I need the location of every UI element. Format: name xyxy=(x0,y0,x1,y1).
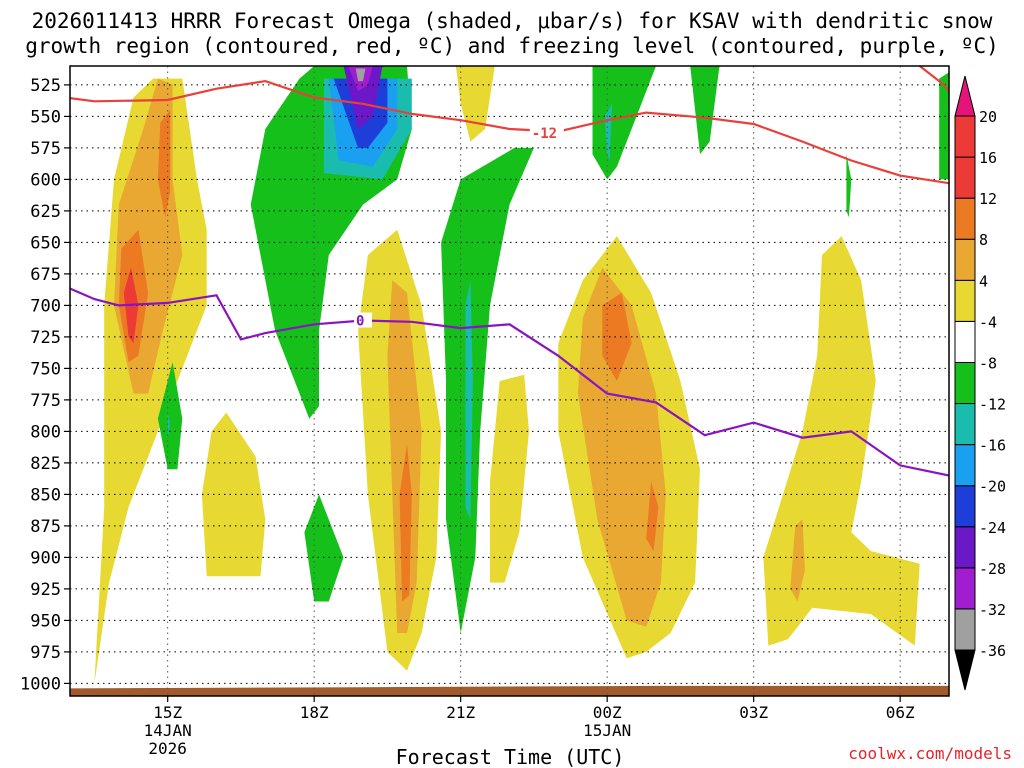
y-tick-label-750: 750 xyxy=(30,359,61,379)
x-tick-label-03Z: 03Z xyxy=(739,703,768,722)
omega-region-22-level--8 xyxy=(157,362,183,470)
omega-region-24-level--8 xyxy=(846,154,852,218)
colorbar-box-11 xyxy=(954,156,976,199)
ground-surface xyxy=(70,685,949,696)
colorbar-label--8: -8 xyxy=(979,354,997,372)
colorbar-box-1 xyxy=(954,567,976,610)
omega-region-5-level-4 xyxy=(201,412,266,577)
colorbar-label-20: 20 xyxy=(979,108,997,126)
colorbar-label--4: -4 xyxy=(979,313,997,331)
colorbar-label--16: -16 xyxy=(979,437,1006,455)
y-tick-label-1000: 1000 xyxy=(20,674,61,694)
x-axis-title: Forecast Time (UTC) xyxy=(396,745,625,768)
x-tick-label-18Z: 18Z xyxy=(300,703,329,722)
omega-region-28-level--12 xyxy=(604,103,613,161)
omega-region-8-level-12 xyxy=(399,444,412,602)
colorbar-label--24: -24 xyxy=(979,519,1006,537)
omega-region-32-level--24 xyxy=(343,66,383,129)
omega-region-19-level--8 xyxy=(441,147,534,633)
y-tick-label-775: 775 xyxy=(30,391,61,411)
omega-region-21-level--8 xyxy=(690,66,720,155)
colorbar-box-5 xyxy=(954,403,976,446)
ground-strip xyxy=(70,685,949,696)
colorbar-legend: -36 -32 -28 -24 -20 -16 -12 -8 -4 4 8 12 16 20 xyxy=(954,75,1006,691)
colorbar-box-12 xyxy=(954,115,976,158)
colorbar-label-4: 4 xyxy=(979,272,988,290)
colorbar-box-4 xyxy=(954,444,976,487)
colorbar-box-7 xyxy=(954,320,976,363)
omega-region-12-level-8 xyxy=(577,267,666,627)
omega-region-10-level-4 xyxy=(490,374,529,583)
omega-region-16-level-8 xyxy=(790,519,805,602)
omega-region-14-level-12 xyxy=(646,481,659,552)
omega-region-27-level--12 xyxy=(465,280,473,520)
colorbar-label--12: -12 xyxy=(979,396,1006,414)
contour-label-0: -12 xyxy=(532,126,557,142)
x-tick-sublabel-00Z-0: 15JAN xyxy=(583,721,631,740)
omega-shaded-regions xyxy=(94,66,949,684)
y-tick-label-525: 525 xyxy=(30,76,61,96)
y-tick-label-875: 875 xyxy=(30,517,61,537)
y-tick-label-975: 975 xyxy=(30,643,61,663)
colorbar-label--36: -36 xyxy=(979,642,1006,660)
x-tick-sublabel-15Z-1: 2026 xyxy=(148,739,187,758)
y-tick-label-950: 950 xyxy=(30,611,61,631)
contour-label-bg-2 xyxy=(354,312,372,328)
contour-label-bg-0 xyxy=(529,124,564,140)
y-tick-label-575: 575 xyxy=(30,139,61,159)
source-credit: coolwx.com/models xyxy=(848,744,1012,763)
chart-title-line-1: 2026011413 HRRR Forecast Omega (shaded, … xyxy=(31,9,993,33)
x-tick-label-06Z: 06Z xyxy=(886,703,915,722)
omega-region-25-level--8 xyxy=(939,72,949,180)
chart-title-line-2: growth region (contoured, red, ºC) and f… xyxy=(25,34,999,58)
omega-region-3-level-12 xyxy=(157,110,171,218)
y-axis: 525 550 575 600 625 650 675 700 725 750 775 800 825 8… xyxy=(20,76,70,694)
y-tick-label-725: 725 xyxy=(30,328,61,348)
y-tick-label-650: 650 xyxy=(30,233,61,253)
colorbar-label-16: 16 xyxy=(979,149,997,167)
x-tick-label-00Z: 00Z xyxy=(593,703,622,722)
temperature-contours: -12 0 xyxy=(70,66,949,477)
colorbar-label-8: 8 xyxy=(979,231,988,249)
omega-region-9-level-4 xyxy=(455,66,495,142)
contour-line-0 xyxy=(70,79,949,185)
colorbar-label--28: -28 xyxy=(979,560,1006,578)
colorbar-box-6 xyxy=(954,361,976,405)
y-tick-label-600: 600 xyxy=(30,170,61,190)
colorbar-label--20: -20 xyxy=(979,478,1006,496)
x-tick-label-21Z: 21Z xyxy=(446,703,475,722)
y-tick-label-925: 925 xyxy=(30,580,61,600)
colorbar-box-2 xyxy=(954,526,976,569)
y-tick-label-850: 850 xyxy=(30,485,61,505)
contour-line-1 xyxy=(919,66,949,92)
y-tick-label-800: 800 xyxy=(30,422,61,442)
colorbar-label--32: -32 xyxy=(979,601,1006,619)
omega-region-23-level--8 xyxy=(304,494,344,602)
colorbar-box-9 xyxy=(954,238,976,281)
colorbar-box-3 xyxy=(954,485,976,528)
y-tick-label-550: 550 xyxy=(30,107,61,127)
omega-region-29-level--12 xyxy=(167,412,171,438)
contour-line-2 xyxy=(70,287,949,477)
colorbar-arrow-top xyxy=(954,75,976,117)
contour-label-2: 0 xyxy=(356,314,364,330)
omega-region-13-level-12 xyxy=(602,292,632,381)
colorbar-arrow-bottom xyxy=(954,649,976,691)
x-tick-label-15Z: 15Z xyxy=(153,703,182,722)
y-tick-label-625: 625 xyxy=(30,202,61,222)
y-tick-label-675: 675 xyxy=(30,265,61,285)
x-tick-sublabel-15Z-0: 14JAN xyxy=(144,721,192,740)
y-tick-label-700: 700 xyxy=(30,296,61,316)
omega-region-34-level--32 xyxy=(355,68,366,82)
colorbar-label-12: 12 xyxy=(979,190,997,208)
plot-frame xyxy=(69,65,950,697)
colorbar-box-0 xyxy=(954,608,976,651)
y-tick-label-900: 900 xyxy=(30,548,61,568)
gridlines xyxy=(70,66,949,696)
colorbar-box-10 xyxy=(954,197,976,240)
y-tick-label-825: 825 xyxy=(30,454,61,474)
colorbar-box-8 xyxy=(954,279,976,322)
